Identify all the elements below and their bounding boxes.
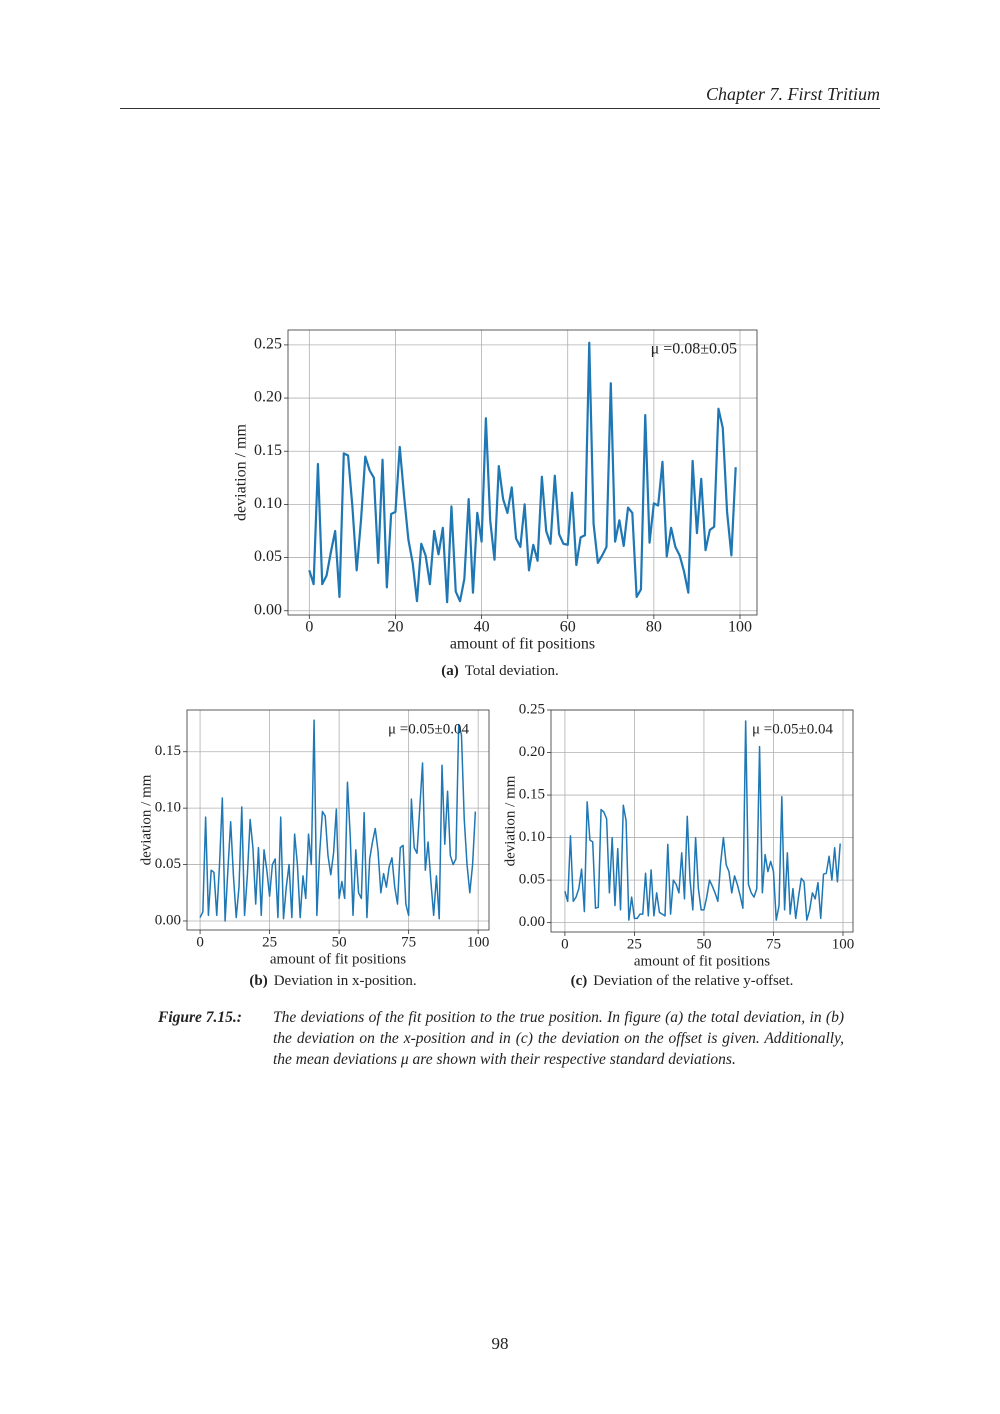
- y-tick-label: 0.00: [254, 601, 282, 618]
- x-tick-label: 0: [196, 934, 204, 950]
- y-tick-label: 0.05: [519, 872, 545, 888]
- subcaption: (b) Deviation in x-position.: [249, 973, 416, 990]
- page-number: 98: [491, 1334, 509, 1353]
- x-tick-label: 0: [305, 619, 313, 636]
- x-tick-label: 75: [401, 934, 416, 950]
- x-tick-label: 0: [561, 936, 569, 952]
- x-tick-label: 100: [467, 934, 490, 950]
- y-tick-label: 0.10: [519, 829, 545, 845]
- data-line: [564, 720, 841, 921]
- figure-caption-text: The deviations of the fit position to th…: [273, 1009, 844, 1068]
- running-header: Chapter 7. First Tritium: [705, 84, 880, 104]
- header-rule: [120, 108, 880, 109]
- x-axis-label: amount of fit positions: [270, 951, 406, 967]
- x-tick-label: 100: [832, 936, 855, 952]
- x-tick-label: 25: [262, 934, 277, 950]
- data-line: [199, 719, 477, 922]
- y-tick-label: 0.15: [155, 743, 181, 759]
- plot-frame: [186, 709, 490, 931]
- x-tick-label: 75: [766, 936, 781, 952]
- x-tick-label: 60: [560, 619, 576, 636]
- subcaption: (c) Deviation of the relative y-offset.: [571, 973, 794, 990]
- y-axis-label: deviation / mm: [502, 775, 518, 866]
- subcaption-label: (c): [570, 973, 588, 989]
- y-tick-label: 0.00: [155, 912, 181, 928]
- y-tick-label: 0.10: [155, 800, 181, 816]
- x-tick-label: 50: [696, 936, 711, 952]
- subcaption-text: Deviation of the relative y-offset.: [593, 973, 794, 989]
- plot-frame: [550, 709, 854, 933]
- y-tick-label: 0.00: [519, 914, 545, 930]
- y-tick-label: 0.05: [254, 548, 282, 565]
- subcaption-text: Deviation in x-position.: [273, 973, 417, 989]
- subcaption: (a) Total deviation.: [441, 663, 558, 680]
- x-tick-label: 20: [387, 619, 403, 636]
- y-axis-label: deviation / mm: [138, 774, 154, 865]
- y-tick-label: 0.15: [519, 786, 545, 802]
- annotation: μ =0.05±0.04: [388, 721, 469, 737]
- x-tick-label: 50: [332, 934, 347, 950]
- y-tick-label: 0.20: [519, 744, 545, 760]
- y-tick-label: 0.25: [254, 336, 282, 353]
- figure-caption: Figure 7.15.: The deviations of the fit p…: [158, 1007, 844, 1070]
- x-tick-label: 25: [627, 936, 642, 952]
- x-tick-label: 80: [646, 619, 662, 636]
- y-tick-label: 0.15: [254, 442, 282, 459]
- x-axis-label: amount of fit positions: [450, 636, 595, 653]
- x-tick-label: 100: [728, 619, 752, 636]
- annotation: μ =0.08±0.05: [651, 341, 737, 358]
- y-axis-label: deviation / mm: [233, 424, 250, 521]
- subcaption-label: (b): [249, 973, 268, 989]
- y-tick-label: 0.25: [519, 701, 545, 717]
- subcaption-text: Total deviation.: [464, 663, 559, 679]
- y-tick-label: 0.10: [254, 495, 282, 512]
- y-tick-label: 0.05: [155, 856, 181, 872]
- plot-frame: [287, 329, 758, 616]
- y-tick-label: 0.20: [254, 389, 282, 406]
- data-line: [308, 341, 737, 604]
- x-axis-label: amount of fit positions: [634, 953, 770, 969]
- annotation: μ =0.05±0.04: [752, 721, 833, 737]
- subcaption-label: (a): [441, 663, 459, 679]
- figure-caption-label: Figure 7.15.:: [158, 1009, 242, 1026]
- x-tick-label: 40: [474, 619, 490, 636]
